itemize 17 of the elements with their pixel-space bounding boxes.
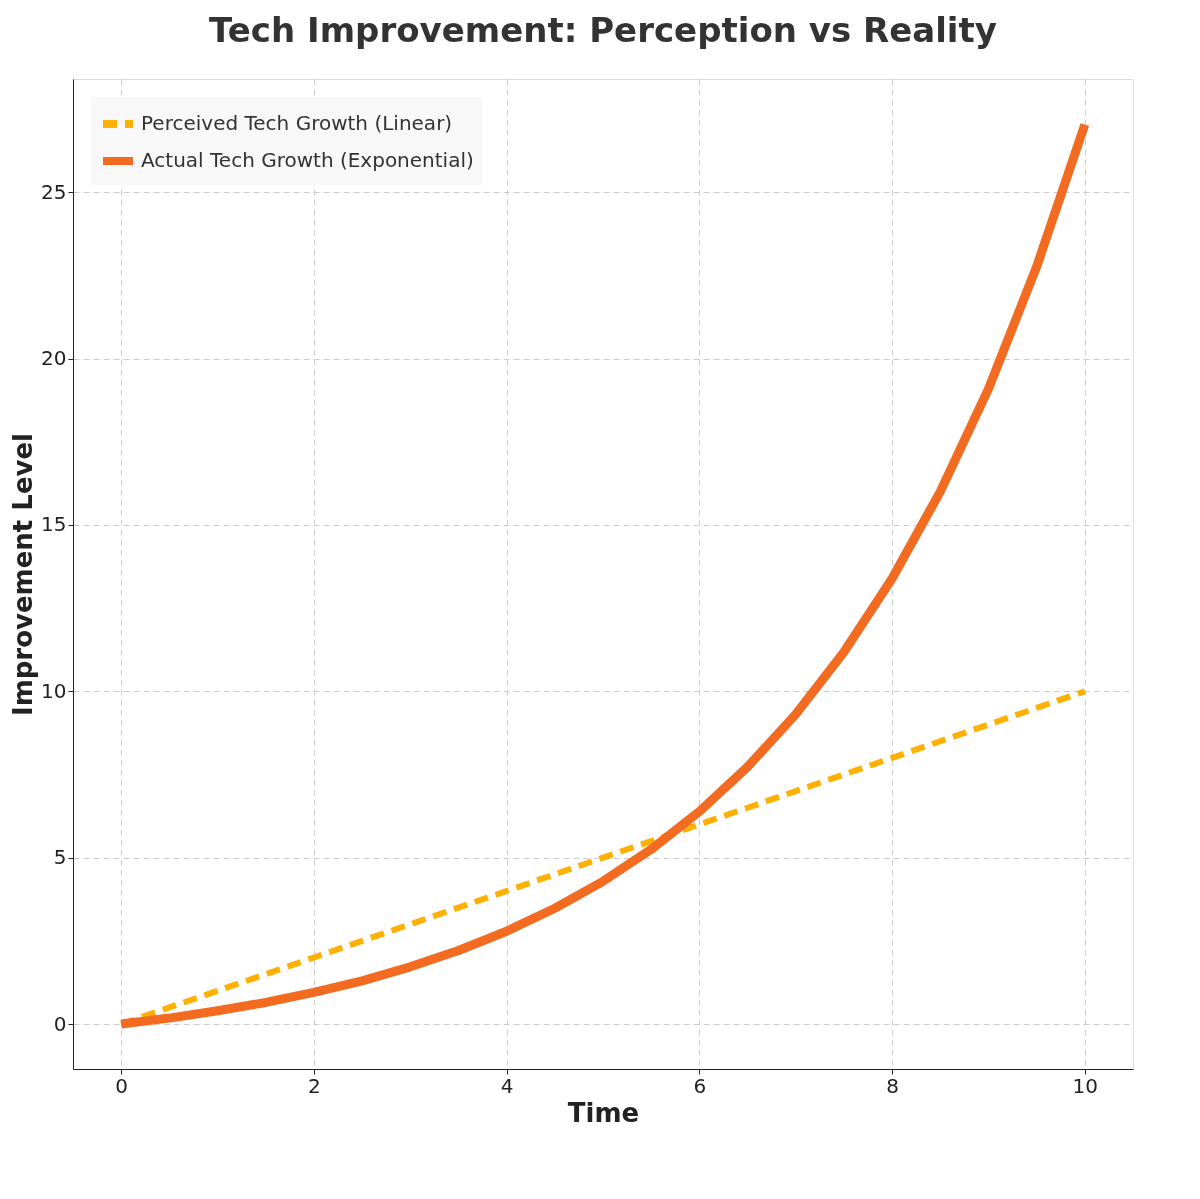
y-axis-title: Improvement Level xyxy=(8,432,39,717)
legend-label: Actual Tech Growth (Exponential) xyxy=(141,148,474,172)
x-tick-label: 2 xyxy=(308,1073,321,1098)
x-axis-title: Time xyxy=(567,1097,640,1128)
chart-title: Tech Improvement: Perception vs Reality xyxy=(209,10,997,50)
y-tick-label: 5 xyxy=(53,845,67,870)
y-tick-label: 10 xyxy=(41,678,67,703)
x-tick-label: 4 xyxy=(500,1073,514,1098)
y-tick-label: 25 xyxy=(41,179,67,204)
y-tick-label: 0 xyxy=(53,1011,67,1036)
x-tick-label: 6 xyxy=(693,1073,707,1098)
x-tick-label: 10 xyxy=(1072,1073,1099,1098)
y-tick-label: 15 xyxy=(41,512,67,537)
x-tick-label: 8 xyxy=(886,1073,899,1098)
x-tick-label: 0 xyxy=(115,1073,129,1098)
y-tick-label: 20 xyxy=(41,346,67,371)
legend-label: Perceived Tech Growth (Linear) xyxy=(141,111,453,135)
